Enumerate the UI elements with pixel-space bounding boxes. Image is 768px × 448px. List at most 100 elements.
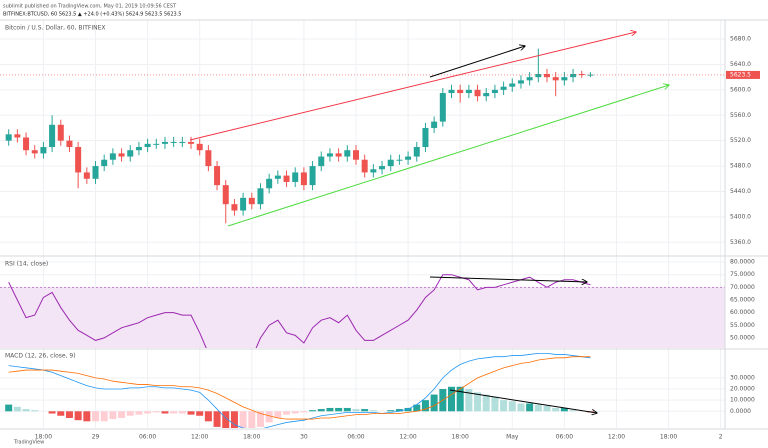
candle-body [49,124,56,148]
histogram-bar [196,411,204,416]
y-tick-label: 75.0000 [730,271,755,278]
histogram-bar [395,409,403,412]
candle-body [552,77,559,81]
pane-title: Bitcoin / U.S. Dollar, 60, BITFINEX [5,25,106,32]
candle-body [431,121,438,128]
y-tick-label: 55.0000 [730,322,755,329]
candle-body [205,150,212,167]
histogram-bar [92,411,100,422]
histogram-bar [5,404,13,412]
candle-body [266,178,273,189]
x-tick-label: 06:00 [139,434,156,441]
histogram-bar [291,411,299,414]
y-tick-label: 80.0000 [730,259,755,266]
histogram-bar [126,411,134,416]
candle-body [422,127,429,148]
histogram-bar [309,410,317,412]
histogram-bar [48,411,56,414]
histogram-bar [361,409,369,412]
candle-body [370,169,377,173]
candle-body [405,156,412,160]
y-tick-label: 5680.0 [730,36,751,43]
histogram-bar [74,411,82,421]
y-tick-label: 20.0000 [730,386,755,393]
header-line: BITFINEX:BTCUSD, 60 5623.5 ▲ +24.0 (+0.4… [3,12,181,18]
candle-body [135,147,142,151]
histogram-bar [387,410,395,412]
candle-body [457,89,464,94]
histogram-bar [170,411,178,414]
candle-body [257,188,264,205]
histogram-bar [465,389,473,412]
histogram-bar [317,409,325,412]
histogram-bar [118,411,126,418]
y-tick-label: 50.0000 [730,334,755,341]
trend-line [227,85,669,227]
x-tick-label: 12:00 [608,434,625,441]
candle-body [57,124,64,141]
candle-body [118,153,125,157]
histogram-bar [430,394,438,412]
background-grid [0,20,725,428]
histogram-bar [222,411,230,428]
histogram-bar [83,411,91,422]
candle-body [474,89,481,97]
trend-line [189,32,636,141]
candle-body [274,175,281,179]
x-tick-label: 12:00 [399,434,416,441]
histogram-bar [413,404,421,412]
x-tick-label: 06:00 [556,434,573,441]
candle-body [40,147,47,154]
x-tick-label: 29 [92,434,100,441]
histogram-bar [187,411,195,415]
candle-body [561,77,568,81]
histogram-bar [256,411,264,427]
y-tick-label: 30.0000 [730,374,755,381]
histogram-bar [135,411,143,415]
candle-body [413,147,420,157]
histogram-bar [456,386,464,412]
pane-title: MACD (12, 26, close, 9) [5,353,76,360]
footer: TradingView [13,440,44,446]
x-tick-label: 12:00 [191,434,208,441]
candle-body [161,141,168,144]
y-tick-label: 10.0000 [730,397,755,404]
candle-body [248,197,255,205]
y-tick-label: 5520.0 [730,137,751,144]
x-tick-label: 2 [719,434,723,441]
candle-body [491,89,498,94]
x-tick-label: 06:00 [347,434,364,441]
histogram-bar [517,403,525,412]
candle-body [439,93,446,122]
candle-body [231,204,238,211]
last-price-tag [726,70,760,79]
histogram-bar [22,409,30,412]
candle-body [483,93,490,97]
rsi-line [8,274,591,348]
histogram-bar [65,411,73,418]
divergence-arrow [429,46,525,78]
y-tick-label: 60.0000 [730,309,755,316]
candle-body [352,150,359,160]
histogram-bar [526,403,534,412]
candle-body [292,172,299,182]
candle-body [318,156,325,167]
histogram-bar [57,411,65,416]
histogram-bar [109,411,117,420]
histogram-bar [204,411,212,422]
histogram-bar [552,407,560,412]
candle-body [170,141,177,143]
candle-body [75,147,82,173]
candle-body [465,89,472,94]
histogram-bar [560,407,568,412]
candle-body [92,166,99,179]
histogram-bar [335,407,343,412]
candle-body [83,172,90,179]
histogram-bar [213,411,221,427]
pane-title: RSI (14, close) [5,261,48,268]
x-tick-label: 30 [300,434,308,441]
candle-body [570,73,577,78]
y-tick-label: 5640.0 [730,61,751,68]
histogram-bar [13,406,21,412]
divergence-arrow [449,389,597,413]
